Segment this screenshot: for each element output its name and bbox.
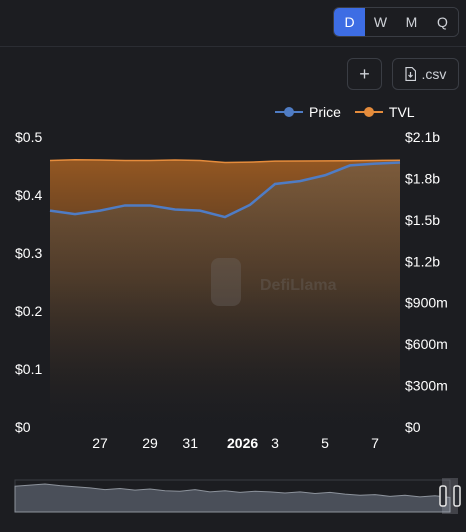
y-right-tick-label: $1.5b [405,212,440,228]
csv-label: .csv [421,66,447,82]
interval-week-button[interactable]: W [365,8,396,36]
add-metric-button[interactable]: + [347,58,382,90]
tvl-line [49,159,401,164]
x-tick-label: 5 [321,435,329,451]
x-tick-label: 27 [92,435,108,451]
y-left-tick-label: $0.4 [15,187,42,203]
interval-quarter-button[interactable]: Q [427,8,458,36]
interval-month-button[interactable]: M [396,8,427,36]
legend-price-label: Price [309,104,341,120]
x-tick-label: 2026 [227,435,258,451]
y-left-tick-label: $0.3 [15,245,42,261]
price-line [49,161,401,219]
legend-item-price[interactable]: Price [275,104,341,120]
plus-icon: + [359,63,370,84]
plot-area [49,159,401,428]
range-brush[interactable] [14,478,461,514]
x-tick-label: 31 [182,435,198,451]
watermark: DefiLlama [211,258,337,306]
y-left-tick-label: $0.2 [15,303,42,319]
tvl-area [50,159,400,428]
brush-handle-right[interactable] [453,485,461,507]
y-right-tick-label: $0 [405,419,421,435]
legend-tvl-marker [354,107,383,117]
brush-frame [14,479,451,513]
download-csv-button[interactable]: .csv [392,58,459,90]
brush-series [14,483,451,513]
chart-legend: Price TVL [275,104,415,120]
axes: $0 $0.1 $0.2 $0.3 $0.4 $0.5 $0 $300m $600m $900m $… [15,129,448,451]
y-left-tick-label: $0.1 [15,361,42,377]
brush-handle-left[interactable] [439,485,447,507]
y-right-tick-label: $2.1b [405,129,440,145]
y-right-tick-label: $1.8b [405,170,440,186]
header-divider [0,46,466,47]
legend-price-marker [275,107,303,117]
y-left-tick-label: $0.5 [15,129,42,145]
price-area [50,162,400,427]
brush-selection [442,478,458,514]
y-right-tick-label: $1.2b [405,253,440,269]
file-download-icon [404,67,416,81]
x-tick-label: 7 [371,435,379,451]
y-right-tick-label: $300m [405,378,448,394]
x-tick-label: 3 [271,435,279,451]
defillama-logo-icon [211,258,241,306]
legend-tvl-label: TVL [388,104,415,120]
y-left-tick-label: $0 [15,419,31,435]
watermark-text: DefiLlama [260,277,337,294]
y-right-tick-label: $600m [405,336,448,352]
x-tick-label: 29 [142,435,158,451]
legend-item-tvl[interactable]: TVL [354,104,415,120]
interval-selector: D W M Q [333,7,459,37]
interval-day-button[interactable]: D [334,8,365,36]
y-right-tick-label: $900m [405,295,448,311]
